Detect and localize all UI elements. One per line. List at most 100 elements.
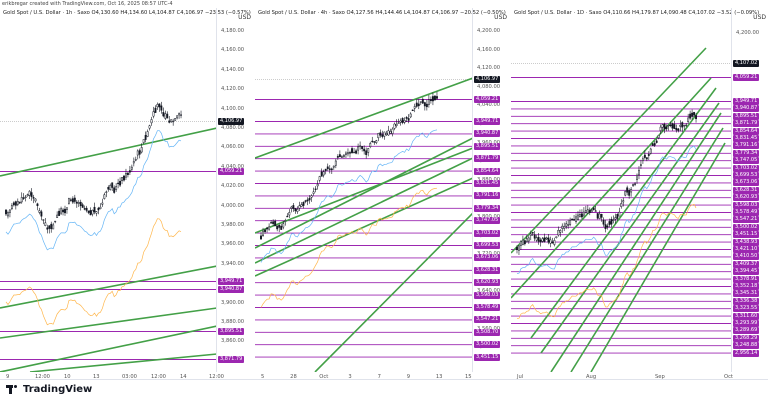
chart-canvas-4h[interactable] (255, 8, 473, 372)
candle-body (274, 220, 277, 227)
level-price-tag: 3,438.93 (733, 238, 760, 246)
chart-canvas-1d[interactable] (511, 8, 732, 372)
candle-body (409, 113, 412, 118)
candle-body (669, 124, 672, 126)
time-tick: 28 (290, 374, 297, 380)
price-tick: 4,140.00 (221, 66, 245, 73)
candle-body (612, 219, 615, 221)
level-price-tag: 3,323.55 (733, 305, 760, 313)
trend-line (550, 112, 722, 372)
tradingview-logo[interactable]: TradingView (6, 384, 92, 395)
candle-body (101, 202, 104, 205)
candle-body (22, 197, 25, 199)
time-tick: 9 (406, 374, 411, 380)
candle-body (105, 191, 108, 193)
candle-body (393, 123, 396, 129)
level-price-tag: 4,059.21 (474, 96, 501, 103)
candle-body (152, 111, 155, 117)
candle-body (121, 177, 123, 182)
chart-pane-1d[interactable]: Gold Spot / U.S. Dollar · 1D · Saxo O4,1… (511, 8, 768, 380)
chart-pane-1h[interactable]: Gold Spot / U.S. Dollar · 1h · Saxo O4,1… (0, 8, 253, 380)
candle-body (399, 120, 402, 123)
candle-body (363, 148, 366, 152)
candle-body (300, 204, 303, 207)
time-tick: 13 (93, 374, 100, 380)
candle-body (130, 166, 133, 170)
level-price-tag: 3,500.02 (733, 223, 760, 231)
level-price-tag: 3,336.38 (733, 297, 760, 305)
time-axis-4h[interactable]: 5 28 Oct 3 7 9 13 15 (255, 372, 473, 384)
candle-body (403, 120, 406, 123)
candle-body (397, 122, 400, 124)
chart-canvas-1h[interactable] (0, 8, 217, 372)
level-price-tag: 3,409.37 (733, 260, 760, 268)
candle-body (395, 124, 398, 126)
price-axis-1h[interactable]: USD 4,180.00 4,160.00 4,140.00 4,120.00 4,10… (216, 8, 253, 372)
price-axis-1d[interactable]: USD 4,200.004,000.003,800.003,600.003,40… (731, 8, 768, 372)
candle-body (519, 241, 522, 246)
level-price-tag: 3,895.51 (218, 328, 245, 335)
candle-body (302, 201, 305, 206)
candle-body (284, 220, 287, 222)
level-price-tag: 3,747.05 (733, 157, 760, 165)
candle-body (405, 117, 408, 119)
candle-body (677, 128, 680, 131)
candle-body (355, 150, 358, 154)
level-price-tag: 3,703.02 (733, 164, 760, 172)
time-axis-1d[interactable]: Jul Aug Sep Oct (511, 372, 733, 384)
candle-body (150, 119, 153, 124)
trend-line (540, 102, 720, 354)
candle-body (340, 156, 343, 158)
level-price-tag: 3,578.49 (733, 209, 760, 216)
brand-name: TradingView (23, 384, 93, 395)
candle-body (518, 245, 520, 251)
candle-body (132, 161, 135, 164)
level-price-tag: 3,699.53 (733, 172, 760, 179)
candle-body (539, 239, 542, 243)
candle-body (134, 159, 137, 161)
candle-body (24, 196, 27, 198)
candle-body (689, 113, 692, 119)
trend-line (0, 265, 217, 309)
candle-body (425, 103, 428, 108)
candle-body (693, 112, 696, 116)
candle-body (537, 236, 540, 242)
candle-body (316, 183, 319, 187)
candle-body (516, 247, 518, 250)
price-tick: 3,880.00 (477, 177, 500, 183)
candle-body (559, 230, 562, 233)
last-price-tag: 4,106.97 (218, 118, 245, 125)
candle-body (77, 202, 80, 204)
price-axis-4h[interactable]: USD 4,200.00 4,160.00 4,120.00 4,080.00 4,04… (472, 8, 509, 372)
level-price-tag: 4,059.21 (218, 168, 245, 175)
level-price-tag: 3,831.45 (733, 135, 760, 142)
candle-body (385, 133, 388, 135)
candle-body (417, 103, 420, 107)
candle-body (276, 225, 279, 230)
moving-average-blue-line (5, 130, 182, 251)
candle-body (553, 240, 556, 245)
level-price-tag: 3,779.34 (474, 204, 501, 212)
level-price-tag: 3,500.02 (474, 341, 501, 349)
price-tick: 4,040.00 (221, 163, 245, 170)
time-axis-1h[interactable]: 9 12:00 10 13 03:00 12:00 14 12:00 (0, 372, 224, 384)
candle-body (164, 113, 167, 119)
candle-body (436, 96, 438, 99)
candle-body (336, 156, 339, 158)
candle-body (541, 238, 544, 242)
candle-body (602, 219, 605, 225)
candle-body (695, 115, 697, 120)
level-price-tag: 3,508.70 (474, 328, 501, 336)
candle-body (571, 218, 574, 221)
candle-body (421, 98, 424, 104)
candle-body (533, 234, 536, 239)
chart-pane-4h[interactable]: Gold Spot / U.S. Dollar · 4h · Saxo O4,1… (255, 8, 509, 380)
candle-body (338, 154, 341, 158)
candle-body (543, 237, 546, 242)
candle-body (379, 132, 382, 136)
price-tick: 4,000.00 (221, 202, 245, 209)
candle-body (286, 215, 289, 218)
candle-body (123, 175, 125, 181)
candle-body (294, 208, 297, 212)
candle-body (288, 212, 291, 216)
